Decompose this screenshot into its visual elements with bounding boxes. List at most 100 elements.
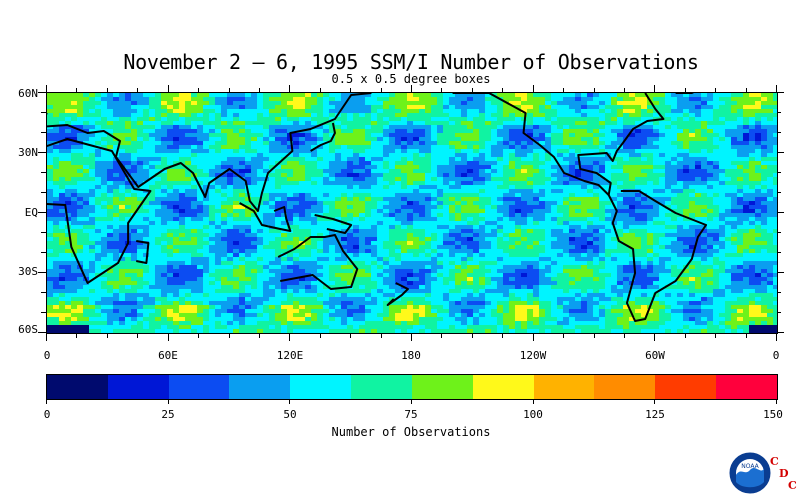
observation-map xyxy=(46,92,778,334)
colorbar-tick-25: 25 xyxy=(161,408,175,421)
lon-tick xyxy=(137,333,138,338)
australia-coast xyxy=(277,234,359,290)
colorbar-axis-tick xyxy=(289,399,290,404)
colorbar-axis-tick xyxy=(46,399,47,404)
north-america-coast xyxy=(452,93,665,196)
lon-tick-top xyxy=(594,88,595,92)
lon-label-0: 0 xyxy=(43,349,51,362)
lon-tick xyxy=(320,333,321,338)
lon-tick xyxy=(46,333,47,341)
lon-label-180: 180 xyxy=(401,349,421,362)
cdc-letter-2: D xyxy=(779,467,789,480)
lat-tick-right xyxy=(777,92,784,93)
lon-tick xyxy=(198,333,199,338)
lon-label-120w: 120W xyxy=(519,349,547,362)
lon-tick-top xyxy=(563,88,564,92)
indonesia-coast xyxy=(239,202,292,232)
colorbar-tick-125: 125 xyxy=(645,408,665,421)
noaa-logo-text: NOAA xyxy=(741,463,759,470)
lat-tick-right xyxy=(777,112,781,113)
colorbar-segment-5 xyxy=(351,375,412,399)
colorbar-segment-3 xyxy=(229,375,291,399)
colorbar-segment-4 xyxy=(290,375,352,399)
lat-tick xyxy=(41,172,46,173)
colorbar-tick-0: 0 xyxy=(43,408,51,421)
map-title: November 2 – 6, 1995 SSM/I Number of Obs… xyxy=(123,50,699,74)
lon-tick-top xyxy=(533,85,534,92)
noaa-logo: NOAA xyxy=(729,452,771,494)
colorbar-axis-tick xyxy=(776,399,777,404)
colorbar xyxy=(46,374,778,400)
lat-label-30s: 30S xyxy=(18,265,38,278)
colorbar-axis-tick xyxy=(168,399,169,404)
africa-coast xyxy=(47,138,152,284)
lon-tick xyxy=(168,333,169,341)
lat-label-60s: 60S xyxy=(18,323,38,336)
colorbar-segment-8 xyxy=(533,375,595,399)
lat-tick-right xyxy=(777,272,784,273)
lat-tick-right xyxy=(777,292,781,293)
lon-tick-top xyxy=(624,88,625,92)
lon-tick xyxy=(472,333,473,338)
lat-tick-right xyxy=(777,312,781,313)
lon-tick-top xyxy=(685,88,686,92)
colorbar-segment-11 xyxy=(716,375,777,399)
lat-tick xyxy=(41,232,46,233)
lon-tick xyxy=(76,333,77,338)
lon-tick-top xyxy=(320,88,321,92)
colorbar-segment-2 xyxy=(168,375,230,399)
lon-tick-top xyxy=(411,85,412,92)
map-subtitle: 0.5 x 0.5 degree boxes xyxy=(331,72,491,86)
lon-tick xyxy=(502,333,503,338)
lon-tick xyxy=(715,333,716,338)
lon-tick xyxy=(563,333,564,338)
lat-tick xyxy=(41,192,46,193)
lat-tick-right xyxy=(777,232,781,233)
lat-tick-right xyxy=(777,332,784,333)
lat-tick-right xyxy=(777,192,781,193)
lon-tick-top xyxy=(441,88,442,92)
lon-tick xyxy=(624,333,625,338)
lon-tick-top xyxy=(289,85,290,92)
lon-tick-top xyxy=(76,88,77,92)
colorbar-axis-tick xyxy=(654,399,655,404)
lon-tick xyxy=(685,333,686,338)
lon-tick xyxy=(533,333,534,341)
japan-coast xyxy=(310,122,336,152)
cdc-letter-1: C xyxy=(770,455,779,468)
lon-tick xyxy=(411,333,412,341)
lat-tick xyxy=(41,312,46,313)
lon-tick-top xyxy=(350,88,351,92)
observation-field xyxy=(47,93,777,333)
madagascar-coast xyxy=(136,240,150,264)
colorbar-segment-6 xyxy=(411,375,473,399)
colorbar-tick-100: 100 xyxy=(523,408,543,421)
lon-tick xyxy=(654,333,655,341)
lon-tick-top xyxy=(502,88,503,92)
lon-tick xyxy=(746,333,747,338)
lon-label-120e: 120E xyxy=(276,349,304,362)
lon-tick-top xyxy=(259,88,260,92)
new-zealand-coast xyxy=(386,282,409,306)
colorbar-tick-50: 50 xyxy=(283,408,297,421)
cdc-letter-3: C xyxy=(788,479,797,492)
colorbar-axis-tick xyxy=(533,399,534,404)
lon-tick xyxy=(381,333,382,338)
coastlines xyxy=(47,93,708,322)
lat-tick xyxy=(38,92,46,93)
lat-tick-right xyxy=(777,172,781,173)
lon-tick-top xyxy=(137,88,138,92)
colorbar-segment-10 xyxy=(655,375,717,399)
lat-tick xyxy=(41,252,46,253)
lat-label-60n: 60N xyxy=(18,87,38,100)
lon-tick xyxy=(229,333,230,338)
colorbar-segment-9 xyxy=(594,375,656,399)
lon-label-0-end: 0 xyxy=(772,349,780,362)
lat-tick xyxy=(38,212,46,213)
lon-tick-top xyxy=(472,88,473,92)
colorbar-tick-75: 75 xyxy=(404,408,418,421)
lat-tick xyxy=(38,152,46,153)
lat-tick xyxy=(41,132,46,133)
south-america-coast xyxy=(607,190,708,322)
lon-label-60w: 60W xyxy=(645,349,665,362)
